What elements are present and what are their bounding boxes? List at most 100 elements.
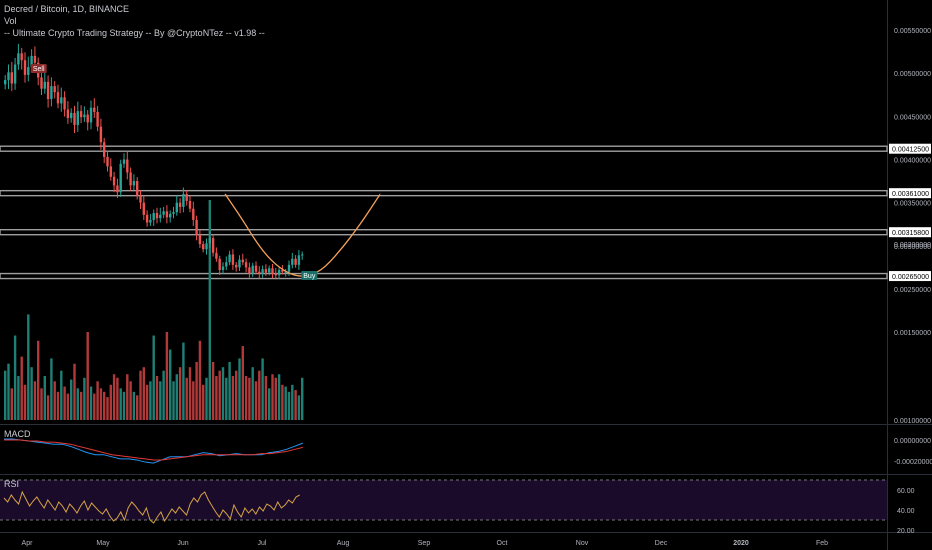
candle-body bbox=[27, 67, 30, 75]
candle-body bbox=[231, 254, 235, 265]
candle-body bbox=[271, 268, 274, 274]
rsi-pane bbox=[0, 479, 887, 524]
candle-body bbox=[238, 259, 241, 268]
candle-body bbox=[10, 72, 13, 84]
candle-body bbox=[50, 86, 53, 100]
price-tick-label: 0.00450000 bbox=[894, 114, 931, 121]
candle-body bbox=[20, 53, 23, 61]
volume-bar bbox=[73, 363, 76, 420]
time-tick-label: Apr bbox=[22, 540, 34, 547]
candle-body bbox=[169, 213, 172, 218]
candle-body bbox=[228, 254, 231, 263]
volume-tick-label: 0.00100000 bbox=[894, 418, 931, 425]
level-band bbox=[0, 189, 888, 197]
volume-bar bbox=[165, 332, 169, 420]
rsi-band-fill bbox=[0, 480, 887, 520]
level-band bbox=[0, 272, 888, 280]
volume-bar bbox=[40, 388, 43, 420]
volume-bar bbox=[53, 381, 56, 420]
candle-body bbox=[83, 114, 86, 118]
level-price-tag bbox=[889, 271, 931, 282]
volume-bar bbox=[33, 381, 37, 420]
volume-bar bbox=[241, 346, 244, 420]
volume-bar bbox=[274, 377, 277, 420]
buy-signal-label: Buy bbox=[303, 273, 316, 280]
volume-bar bbox=[268, 388, 271, 420]
volume-bar bbox=[297, 395, 301, 420]
volume-bar bbox=[27, 314, 30, 420]
volume-bar bbox=[122, 391, 126, 420]
volume-bar bbox=[172, 381, 175, 420]
candle-body bbox=[274, 273, 277, 276]
candle-body bbox=[221, 266, 225, 271]
candle-body bbox=[103, 142, 106, 157]
volume-bar bbox=[284, 386, 287, 420]
volume-bar bbox=[185, 377, 188, 420]
volume-bar bbox=[152, 335, 155, 420]
candle-body bbox=[145, 214, 149, 223]
candle-body bbox=[254, 265, 258, 272]
candle-body bbox=[178, 202, 182, 207]
volume-bar bbox=[37, 340, 40, 420]
macd-legend: MACD bbox=[4, 429, 31, 439]
volume-bar bbox=[248, 377, 251, 420]
volume-bar bbox=[129, 381, 132, 420]
level-band bbox=[0, 228, 888, 236]
volume-bar bbox=[63, 386, 66, 420]
volume-bar bbox=[169, 349, 172, 420]
volume-bar bbox=[17, 376, 20, 420]
candle-body bbox=[149, 219, 152, 223]
candle-body bbox=[136, 181, 139, 196]
time-tick-label: 2020 bbox=[733, 540, 749, 547]
volume-bar bbox=[258, 370, 261, 420]
candle-body bbox=[195, 219, 198, 236]
volume-bar bbox=[76, 388, 79, 420]
price-axis[interactable]: 0.00550000 0.00500000 0.00450000 0.00400000… bbox=[889, 28, 932, 535]
candle-body bbox=[7, 72, 10, 81]
time-tick-label: Aug bbox=[337, 540, 350, 547]
trade-signals: Sell Buy bbox=[30, 64, 318, 280]
candle-body bbox=[17, 53, 20, 65]
time-tick-label: Dec bbox=[655, 540, 668, 547]
candle-body bbox=[287, 264, 291, 272]
candle-body bbox=[60, 97, 63, 104]
volume-bar bbox=[132, 391, 136, 420]
candle-body bbox=[165, 211, 169, 218]
candle-body bbox=[175, 202, 178, 213]
candle-body bbox=[155, 213, 159, 219]
volume-bars bbox=[4, 200, 304, 420]
candle-body bbox=[76, 111, 79, 125]
volume-bar bbox=[244, 376, 248, 420]
candle-body bbox=[159, 214, 162, 219]
buy-signal-box bbox=[301, 271, 318, 280]
volume-bar bbox=[287, 391, 291, 420]
volume-bar bbox=[192, 381, 195, 420]
candle-body bbox=[152, 213, 155, 220]
volume-bar bbox=[99, 388, 103, 420]
volume-bar bbox=[291, 384, 294, 420]
time-tick-label: Oct bbox=[497, 540, 508, 547]
volume-bar bbox=[46, 395, 50, 420]
level-price-label: 0.00315800 bbox=[892, 230, 929, 237]
time-axis[interactable]: Apr May Jun Jul Aug Sep Oct Nov Dec 2020 Feb bbox=[22, 540, 829, 547]
candle-body bbox=[162, 211, 165, 215]
candle-body bbox=[277, 270, 281, 276]
candle-body bbox=[182, 194, 185, 207]
time-tick-label: Feb bbox=[816, 540, 828, 547]
volume-bar bbox=[50, 358, 53, 420]
candle-body bbox=[79, 111, 83, 118]
volume-bar bbox=[208, 200, 211, 420]
volume-bar bbox=[23, 384, 27, 420]
candle-body bbox=[116, 185, 119, 193]
candle-body bbox=[112, 176, 116, 186]
candle-body bbox=[89, 107, 93, 123]
rsi-tick-label: 20.00 bbox=[897, 528, 915, 535]
candle-body bbox=[73, 112, 76, 125]
volume-bar bbox=[60, 370, 63, 420]
candle-body bbox=[261, 269, 264, 274]
volume-bar bbox=[294, 390, 297, 420]
time-tick-label: Jun bbox=[177, 540, 188, 547]
level-price-tag bbox=[889, 188, 931, 199]
candle-body bbox=[119, 163, 122, 193]
